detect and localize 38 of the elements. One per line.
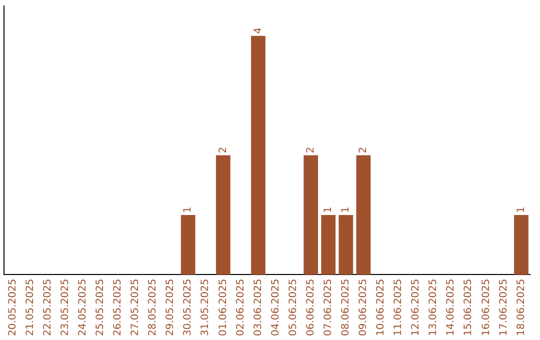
x-tick-label: 06.06.2025 bbox=[305, 278, 316, 336]
x-tick-label: 28.05.2025 bbox=[148, 278, 159, 336]
x-tick-label: 20.05.2025 bbox=[7, 278, 18, 336]
x-tick-label: 11.06.2025 bbox=[393, 278, 404, 336]
x-tick-label: 09.06.2025 bbox=[358, 278, 370, 336]
x-tick-label: 12.06.2025 bbox=[410, 278, 422, 336]
x-tick-label: 16.06.2025 bbox=[480, 278, 492, 336]
x-tick-label: 22.05.2025 bbox=[42, 278, 54, 336]
x-tick-label: 14.06.2025 bbox=[446, 278, 457, 336]
x-tick-label: 27.05.2025 bbox=[130, 278, 142, 336]
x-tick-label: 25.05.2025 bbox=[95, 278, 106, 336]
x-tick-label: 23.05.2025 bbox=[60, 278, 71, 336]
x-tick-label: 08.06.2025 bbox=[340, 278, 352, 336]
x-tick-label: 30.05.2025 bbox=[182, 278, 194, 336]
x-tick-label: 04.06.2025 bbox=[270, 278, 282, 336]
x-tick-label: 05.06.2025 bbox=[288, 278, 299, 336]
x-tick-label: 31.05.2025 bbox=[200, 278, 212, 336]
x-tick-label: 15.06.2025 bbox=[463, 278, 474, 336]
x-tick-label: 01.06.2025 bbox=[218, 278, 229, 336]
data-label: 1 bbox=[340, 206, 352, 214]
x-tick-label: 24.05.2025 bbox=[77, 278, 88, 336]
data-label: 1 bbox=[182, 206, 194, 214]
x-tick-label: 18.06.2025 bbox=[516, 278, 527, 336]
x-tick-label: 21.05.2025 bbox=[24, 278, 36, 336]
x-tick-label: 02.06.2025 bbox=[235, 278, 246, 336]
x-tick-label: 13.06.2025 bbox=[428, 278, 440, 336]
data-label: 2 bbox=[358, 146, 370, 154]
data-label: 2 bbox=[305, 146, 316, 154]
data-label: 1 bbox=[516, 206, 527, 214]
x-tick-label: 17.06.2025 bbox=[498, 278, 510, 336]
data-label: 1 bbox=[322, 206, 334, 214]
x-tick-label: 10.06.2025 bbox=[376, 278, 387, 336]
data-label: 2 bbox=[218, 146, 229, 154]
x-tick-label: 07.06.2025 bbox=[322, 278, 334, 336]
x-tick-label: 29.05.2025 bbox=[165, 278, 176, 336]
x-tick-label: 03.06.2025 bbox=[252, 278, 264, 336]
x-tick-label: 26.05.2025 bbox=[112, 278, 124, 336]
data-label: 4 bbox=[252, 27, 264, 34]
